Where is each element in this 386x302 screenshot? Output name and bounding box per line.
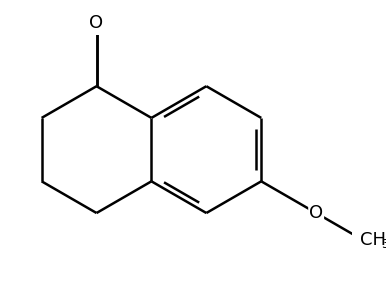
- Text: O: O: [309, 204, 323, 222]
- Text: O: O: [90, 14, 103, 32]
- Text: CH: CH: [360, 231, 386, 249]
- Text: 3: 3: [381, 238, 386, 251]
